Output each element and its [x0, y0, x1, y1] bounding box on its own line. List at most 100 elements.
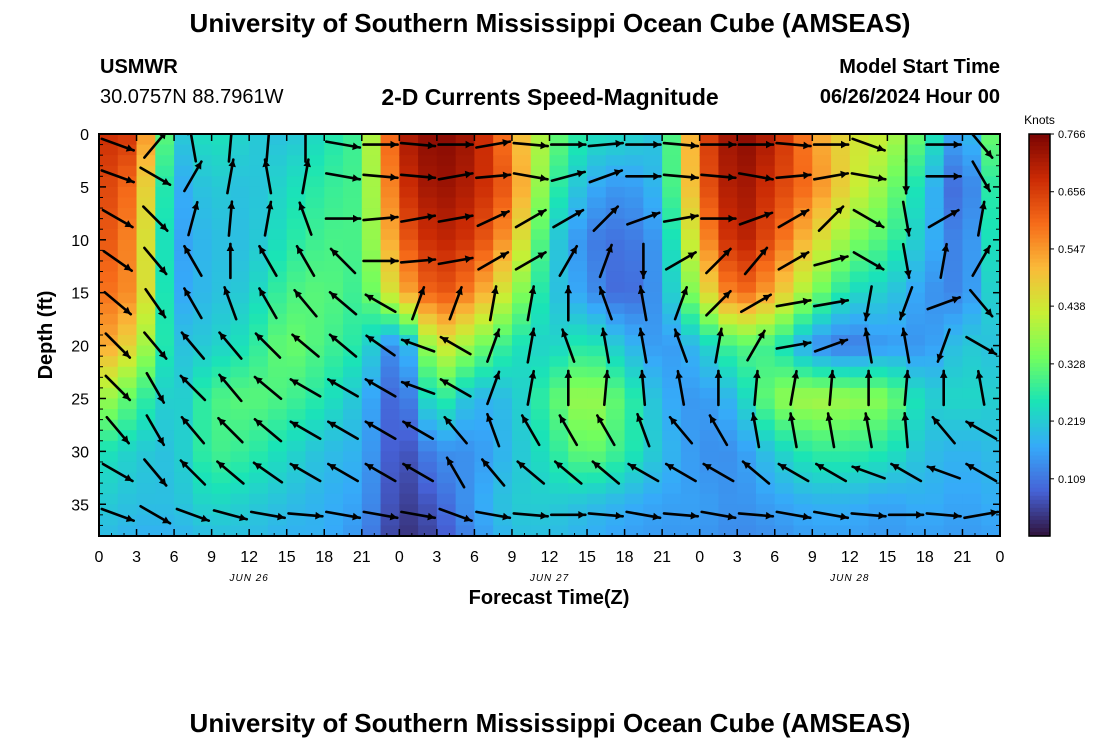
current-vector-arrow: [399, 141, 437, 150]
heatmap-cell: [737, 387, 757, 400]
heatmap-cell: [849, 292, 870, 304]
heatmap-cell: [324, 271, 344, 283]
heatmap-cell: [849, 514, 870, 527]
heatmap-cell: [99, 292, 119, 304]
heatmap-cell: [361, 197, 382, 209]
heatmap-cell: [117, 504, 138, 516]
heatmap-cell: [192, 504, 213, 516]
heatmap-cell: [418, 271, 438, 283]
heatmap-cell: [192, 440, 213, 452]
current-vector-arrow: [486, 328, 501, 363]
heatmap-cell: [380, 366, 400, 378]
heatmap-cell: [605, 409, 626, 421]
heatmap-cell: [718, 155, 738, 167]
heatmap-cell: [343, 313, 363, 326]
heatmap-cell: [361, 239, 382, 251]
heatmap-cell: [906, 155, 926, 167]
current-vector-arrow: [254, 332, 282, 359]
heatmap-cell: [493, 419, 513, 431]
footer-title: University of Southern Mississippi Ocean…: [189, 708, 911, 738]
heatmap-cell: [192, 229, 213, 241]
heatmap-cell: [643, 292, 663, 304]
heatmap-cell: [267, 335, 288, 347]
colorbar-segment: [1029, 218, 1050, 224]
heatmap-cell: [324, 229, 344, 241]
heatmap-cell: [587, 493, 607, 505]
heatmap-cell: [774, 377, 795, 389]
heatmap-cell: [380, 504, 400, 516]
colorbar-segment: [1029, 423, 1050, 429]
heatmap-cell: [286, 366, 307, 378]
heatmap-cell: [755, 186, 776, 199]
heatmap-cell: [906, 525, 926, 536]
heatmap-cell: [380, 134, 400, 146]
heatmap-cell: [849, 366, 870, 378]
heatmap-cell: [699, 324, 720, 336]
heatmap-cell: [267, 525, 288, 536]
heatmap-cell: [643, 409, 663, 421]
colorbar-segment: [1029, 254, 1050, 260]
heatmap-cell: [155, 239, 175, 251]
heatmap-cell: [793, 197, 813, 209]
heatmap-cell: [962, 324, 982, 336]
heatmap-cell: [737, 134, 757, 146]
heatmap-cell: [906, 440, 926, 452]
heatmap-cell: [267, 419, 288, 431]
heatmap-cell: [549, 271, 569, 283]
heatmap-cell: [399, 398, 419, 410]
heatmap-cell: [511, 514, 532, 527]
heatmap-cell: [230, 335, 250, 347]
heatmap-cell: [981, 218, 1000, 230]
heatmap-cell: [568, 451, 588, 463]
colorbar-segment: [1029, 318, 1050, 324]
heatmap-cell: [568, 377, 588, 389]
heatmap-cell: [174, 387, 194, 400]
heatmap-cell: [981, 493, 1000, 505]
heatmap-cell: [624, 472, 644, 484]
colorbar-segment: [1029, 294, 1050, 300]
heatmap-cell: [962, 197, 982, 209]
heatmap-cell: [774, 292, 795, 304]
heatmap-cell: [568, 313, 588, 326]
heatmap-cell: [174, 186, 194, 199]
heatmap-cell: [549, 493, 569, 505]
heatmap-cell: [211, 525, 231, 536]
heatmap-cell: [174, 208, 194, 220]
heatmap-cell: [831, 186, 851, 199]
current-vector-arrow: [104, 374, 132, 402]
heatmap-cell: [192, 197, 213, 209]
heatmap-cell: [868, 366, 888, 378]
current-vector-arrow: [101, 208, 134, 229]
heatmap-cell: [643, 271, 663, 283]
heatmap-cell: [474, 186, 494, 199]
heatmap-cell: [981, 461, 1000, 474]
current-vector-arrow: [262, 158, 273, 195]
heatmap-cell: [924, 303, 945, 315]
heatmap-cell: [493, 356, 513, 368]
heatmap-cell: [192, 282, 213, 294]
heatmap-cell: [493, 271, 513, 283]
heatmap-cell: [774, 493, 795, 505]
heatmap-cell: [511, 250, 532, 262]
heatmap-cell: [887, 165, 907, 177]
heatmap-cell: [474, 250, 494, 262]
heatmap-cell: [568, 186, 588, 199]
heatmap-cell: [568, 303, 588, 315]
heatmap-cell: [774, 451, 795, 463]
heatmap-cell: [361, 218, 382, 230]
heatmap-cell: [155, 409, 175, 421]
heatmap-cell: [455, 218, 476, 230]
heatmap-cell: [943, 419, 964, 431]
heatmap-cell: [418, 335, 438, 347]
heatmap-cell: [906, 250, 926, 262]
heatmap-cell: [155, 271, 175, 283]
heatmap-cell: [174, 303, 194, 315]
current-vector-arrow: [486, 370, 501, 406]
current-vectors: [100, 134, 1000, 525]
heatmap-cell: [680, 461, 701, 474]
heatmap-cell: [455, 335, 476, 347]
heatmap-cell: [774, 282, 795, 294]
heatmap-cell: [174, 229, 194, 241]
y-tick-label: 25: [71, 391, 89, 408]
current-vector-arrow: [825, 412, 836, 449]
